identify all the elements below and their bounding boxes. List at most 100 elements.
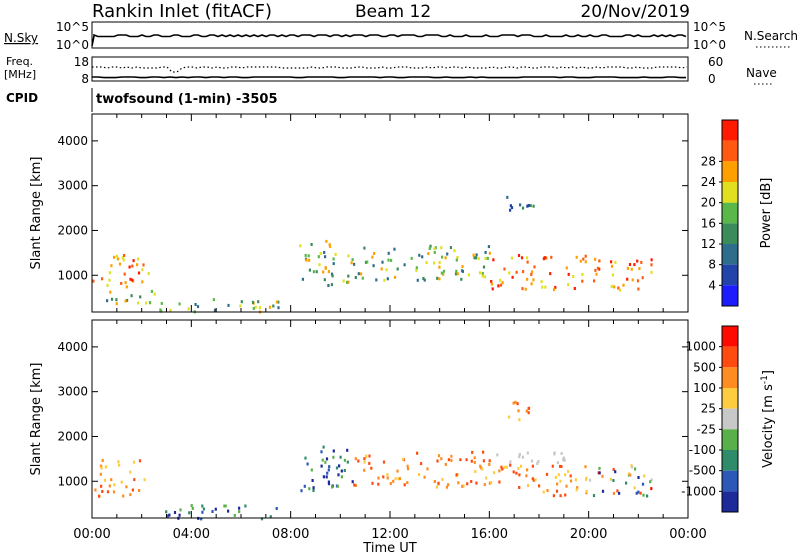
- data-cell: [509, 208, 512, 212]
- data-cell: [527, 411, 530, 415]
- data-cell: [563, 458, 566, 462]
- data-cell: [517, 254, 521, 257]
- data-cell: [515, 270, 518, 274]
- data-cell: [139, 295, 142, 299]
- colorbar-tick-label: 24: [701, 175, 716, 189]
- data-cell: [584, 254, 587, 258]
- data-cell: [556, 482, 559, 486]
- data-cell: [637, 490, 640, 494]
- data-cell: [500, 465, 503, 469]
- data-cell: [372, 264, 375, 268]
- data-cell: [299, 244, 302, 248]
- data-cell: [363, 468, 366, 472]
- data-cell: [530, 272, 533, 276]
- data-cell: [498, 469, 501, 473]
- data-cell: [260, 517, 264, 521]
- data-cell: [423, 278, 426, 282]
- data-cell: [530, 282, 533, 286]
- power-ylabel: Slant Range [km]: [29, 157, 44, 270]
- data-cell: [311, 479, 314, 482]
- data-cell: [534, 478, 537, 482]
- data-cell: [386, 476, 389, 480]
- data-cell: [360, 272, 363, 276]
- data-cell: [421, 255, 424, 259]
- data-cell: [179, 508, 182, 512]
- colorbar-swatch: [722, 450, 738, 471]
- nave-label: Nave: [746, 66, 777, 80]
- data-cell: [567, 283, 570, 287]
- data-cell: [576, 486, 579, 490]
- data-cell: [642, 493, 645, 497]
- data-cell: [650, 270, 653, 274]
- data-cell: [552, 494, 555, 498]
- data-cell: [340, 475, 343, 479]
- data-cell: [509, 204, 512, 208]
- data-cell: [634, 467, 637, 471]
- data-cell: [501, 281, 504, 285]
- data-cell: [398, 477, 401, 481]
- data-cell: [532, 478, 535, 482]
- data-cell: [410, 256, 413, 260]
- data-cell: [456, 272, 459, 276]
- data-cell: [353, 262, 356, 266]
- data-cell: [353, 483, 356, 487]
- data-cell: [625, 481, 628, 485]
- colorbar-swatch: [722, 182, 738, 203]
- data-cell: [488, 463, 491, 466]
- data-cell: [598, 259, 601, 263]
- velocity-x-axis: [91, 320, 689, 518]
- data-cell: [497, 284, 500, 288]
- data-cell: [593, 279, 596, 283]
- data-cell: [397, 477, 400, 481]
- data-cell: [258, 306, 261, 310]
- data-cell: [554, 475, 557, 479]
- data-cell: [227, 303, 230, 307]
- data-cell: [346, 460, 349, 464]
- data-cell: [109, 290, 112, 294]
- nsearch-tick-top: 10^5: [693, 20, 726, 34]
- x-tick-label: 16:00: [471, 527, 508, 542]
- colorbar-tick-label: 16: [701, 216, 716, 230]
- data-cell: [337, 473, 340, 477]
- data-cell: [461, 265, 464, 268]
- data-cell: [392, 479, 395, 483]
- data-cell: [546, 489, 549, 492]
- data-cell: [275, 300, 279, 304]
- data-cell: [131, 278, 134, 282]
- data-cell: [327, 284, 330, 287]
- data-cell: [532, 204, 535, 208]
- data-cell: [581, 279, 584, 283]
- data-cell: [328, 243, 331, 247]
- data-cell: [639, 491, 642, 495]
- data-cell: [631, 278, 634, 282]
- data-cell: [99, 472, 102, 476]
- nsky-frame: [91, 21, 689, 49]
- nsky-line: [91, 33, 687, 47]
- data-cell: [514, 400, 517, 404]
- data-cell: [617, 286, 620, 290]
- data-cell: [449, 246, 452, 250]
- data-cell: [145, 301, 148, 305]
- data-cell: [124, 281, 127, 285]
- data-cell: [368, 454, 371, 458]
- data-cell: [554, 285, 557, 289]
- data-cell: [478, 271, 482, 275]
- data-cell: [564, 493, 567, 497]
- data-cell: [628, 263, 632, 266]
- data-cell: [503, 465, 506, 469]
- freq-panel: Freq. [MHz] 18 8 60 0 Nave: [4, 55, 777, 86]
- data-cell: [371, 481, 374, 485]
- data-cell: [244, 504, 247, 508]
- colorbar-tick-label: 1000: [685, 340, 716, 354]
- data-cell: [549, 272, 552, 276]
- data-cell: [330, 283, 333, 287]
- data-cell: [521, 206, 525, 210]
- colorbar-tick-label: 4: [708, 278, 716, 292]
- data-cell: [437, 481, 440, 485]
- data-cell: [277, 306, 280, 310]
- data-cell: [542, 490, 545, 494]
- data-cell: [511, 275, 514, 279]
- data-cell: [446, 252, 449, 256]
- data-cell: [112, 490, 116, 494]
- data-cell: [304, 253, 307, 257]
